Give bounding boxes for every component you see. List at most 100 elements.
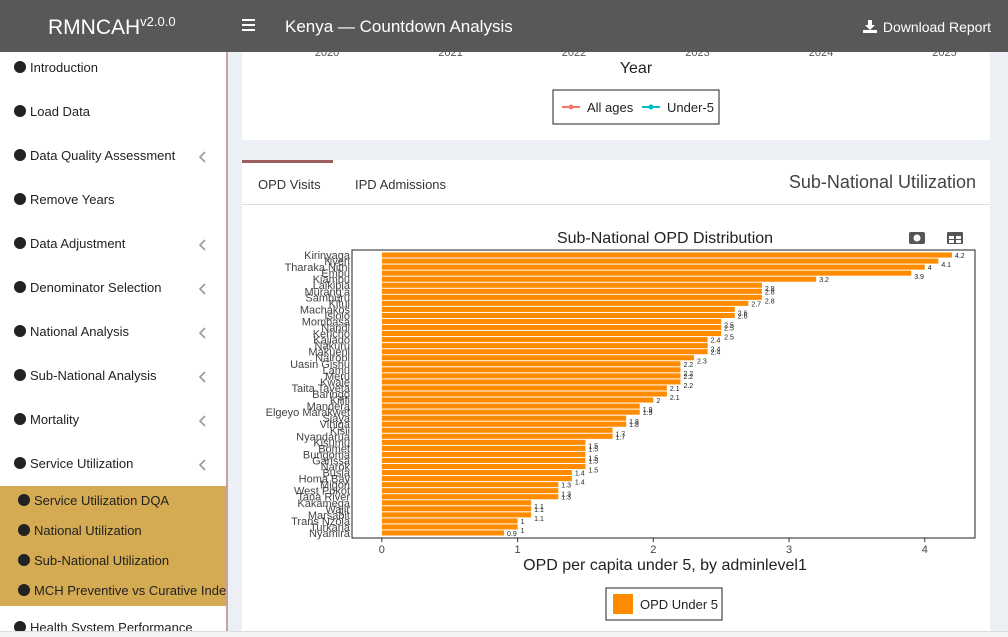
bar-value-label: 2.8 [765, 298, 775, 305]
bar [381, 500, 532, 506]
nav-label: Service Utilization [30, 456, 134, 471]
camera-icon[interactable] [909, 232, 925, 244]
y-tick-label: Nakuru [315, 341, 350, 353]
brand: RMNCAHv2.0.0 [48, 14, 176, 40]
chevron [198, 151, 206, 163]
chevron [198, 371, 206, 383]
y-tick-label: Siaya [322, 413, 350, 425]
bar [381, 451, 586, 457]
bar-value-label: 2.4 [711, 350, 721, 357]
nav-icon [18, 554, 30, 566]
y-tick-label: Murang'a [304, 286, 350, 298]
nav-subitem[interactable]: Service Utilization DQA [18, 493, 169, 508]
chevron-line [198, 371, 206, 383]
y-tick-label: Garissa [312, 455, 351, 467]
tab[interactable]: OPD Visits [258, 177, 321, 192]
nav-icon [18, 584, 30, 596]
nav-item[interactable]: Service Utilization [14, 456, 133, 471]
bar-value-label: 1.3 [561, 483, 571, 490]
legend-label: OPD Under 5 [640, 597, 718, 612]
bar [381, 312, 735, 318]
bar-value-label: 2.1 [670, 386, 680, 393]
bar [381, 482, 559, 488]
y-tick-label: Busia [322, 468, 350, 480]
chevron-line [198, 239, 206, 251]
y-tick-label: Isiolo [324, 310, 350, 322]
bar-value-label: 2.6 [738, 310, 748, 317]
y-tick-label: Kakamega [297, 498, 350, 510]
bar-value-label: 3.9 [914, 274, 924, 281]
bar-value-label: 2.2 [683, 383, 693, 390]
bar-value-label: 1.7 [616, 431, 626, 438]
y-tick-label: Nairobi [315, 353, 350, 365]
bar [381, 506, 532, 512]
nav-item[interactable]: Data Quality Assessment [14, 148, 175, 163]
bar [381, 294, 762, 300]
nav-item[interactable]: National Analysis [14, 324, 129, 339]
nav-item[interactable]: Mortality [14, 412, 79, 427]
nav-label: Remove Years [30, 192, 115, 207]
bar [381, 306, 735, 312]
bar-value-label: 2.2 [683, 362, 693, 369]
bar-value-label: 1.5 [588, 458, 598, 465]
table-icon[interactable] [947, 232, 963, 244]
nav-item[interactable]: Denominator Selection [14, 280, 162, 295]
bar [381, 488, 559, 494]
bar-value-label: 1.3 [561, 492, 571, 499]
nav-item[interactable]: Data Adjustment [14, 236, 125, 251]
y-tick-label: Homa Bay [299, 474, 351, 486]
bar-value-label: 0.9 [507, 531, 517, 538]
y-tick-label: Nandi [321, 323, 350, 335]
bar [381, 385, 667, 391]
y-tick-label: Vihiga [320, 419, 351, 431]
bar [381, 445, 586, 451]
tab[interactable]: IPD Admissions [355, 177, 447, 192]
y-tick-label: Kirinyaga [304, 250, 351, 262]
bar [381, 324, 722, 331]
bar-value-label: 1.5 [588, 446, 598, 453]
brand-name: RMNCAH [48, 16, 141, 39]
bar-value-label: 4.1 [941, 262, 951, 269]
bar-value-label: 2.6 [738, 313, 748, 320]
bar-value-label: 1.9 [643, 410, 653, 417]
bar-value-label: 3.2 [819, 277, 829, 284]
x-axis-title: Year [620, 60, 653, 77]
nav-label: Sub-National Utilization [34, 553, 170, 568]
chevron [198, 239, 206, 251]
chevron [198, 459, 206, 471]
nav-subitem[interactable]: Sub-National Utilization [18, 553, 169, 568]
nav-subitem[interactable]: MCH Preventive vs Curative Index [18, 583, 226, 598]
chevron [198, 327, 206, 339]
nav-item[interactable]: Sub-National Analysis [14, 368, 156, 383]
bar [381, 518, 518, 524]
nav-icon [18, 524, 30, 536]
nav-item[interactable]: Load Data [14, 104, 90, 119]
y-tick-label: Mandera [307, 401, 351, 413]
nav-subitem[interactable]: National Utilization [18, 523, 142, 538]
nav-item[interactable]: Introduction [14, 60, 98, 75]
nav-icon [14, 237, 26, 249]
nav-item[interactable]: Remove Years [14, 192, 115, 207]
y-tick-label: Elgeyo Marakwet [266, 407, 350, 419]
chevron-line [198, 327, 206, 339]
nav-icon [14, 457, 26, 469]
bar-value-label: 1.4 [575, 471, 585, 478]
legend-swatch [613, 594, 633, 614]
bar-value-label: 1 [521, 528, 525, 535]
menu-toggle[interactable] [242, 18, 256, 32]
bar [381, 470, 572, 476]
bar-value-label: 4.2 [955, 253, 965, 260]
chevron-line [198, 415, 206, 427]
legend-dot [568, 104, 574, 110]
x-axis-title: OPD per capita under 5, by adminlevel1 [523, 557, 807, 574]
y-tick-label: Nyandarua [296, 431, 351, 443]
y-tick-label: Kisii [330, 425, 350, 437]
year-tick-label: 2023 [685, 52, 709, 59]
download-button[interactable]: Download Report [862, 19, 991, 35]
bar-value-label: 1.1 [534, 507, 544, 514]
nav-icon [14, 281, 26, 293]
bar-value-label: 1 [521, 519, 525, 526]
chart: Sub-National OPD Distribution 0 1 2 3 4 Kirin… [266, 230, 976, 621]
bar [381, 403, 640, 409]
bar-value-label: 1.1 [534, 516, 544, 523]
